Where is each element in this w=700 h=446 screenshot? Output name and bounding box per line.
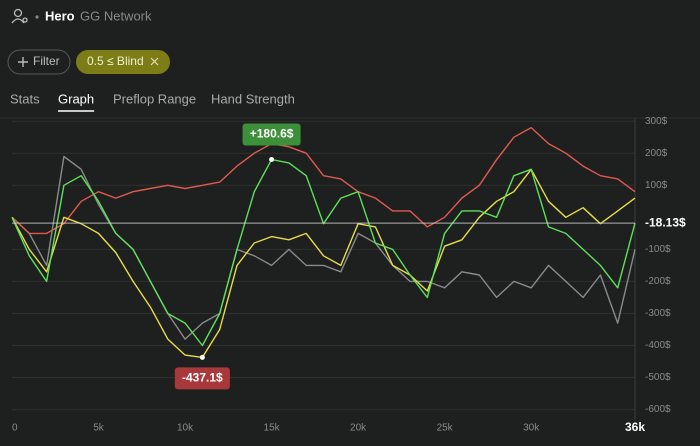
- extreme-dot: [269, 156, 275, 162]
- series-line: [11, 158, 636, 347]
- extreme-dot: [199, 354, 205, 360]
- x-tick-label: 5k: [93, 423, 105, 434]
- x-tick-label: 15k: [264, 423, 281, 434]
- chip-label[interactable]: 0.5 ≤ Blind: [87, 54, 144, 68]
- y-tick-label: -400$: [645, 340, 671, 351]
- annotation-box: [242, 123, 301, 146]
- plot: 300$ 200$ 100$ -100$ -200$ -300$ -400$ -500$ -60…: [11, 116, 686, 434]
- annotation-label: +180.6$: [250, 127, 294, 141]
- tab[interactable]: Preflop Range: [113, 91, 196, 106]
- series-line: [11, 126, 636, 235]
- network: GG Network: [80, 8, 152, 23]
- x-tick-label: 20k: [350, 423, 367, 434]
- x-tick-label: 10k: [177, 423, 194, 434]
- y-tick-label: -500$: [645, 372, 671, 383]
- x-tick-label: 30k: [523, 423, 540, 434]
- tab[interactable]: Graph: [58, 91, 94, 106]
- y-tick-label: -600$: [645, 404, 671, 415]
- y-tick-label: 300$: [645, 116, 668, 127]
- current-label: -18.13$: [645, 215, 686, 229]
- hero-name: Hero: [45, 8, 75, 23]
- y-tick-label: -200$: [645, 276, 671, 287]
- annotation-box: [174, 367, 230, 390]
- filter-label[interactable]: Filter: [33, 54, 60, 68]
- y-tick-label: 200$: [645, 148, 668, 159]
- chip-bg[interactable]: [76, 50, 170, 74]
- y-tick-label: -100$: [645, 244, 671, 255]
- x-tick-label: 36k: [625, 420, 645, 434]
- filter-button[interactable]: Filter: [7, 49, 71, 75]
- tabs: Stats Graph Preflop Range Hand Strength: [10, 91, 295, 112]
- plus-icon: [18, 57, 28, 67]
- tab[interactable]: Stats: [10, 91, 40, 106]
- filter-button-bg[interactable]: [7, 49, 71, 75]
- y-tick-label: 100$: [645, 180, 668, 191]
- x-tick-label: 25k: [437, 423, 454, 434]
- user-icon: [11, 8, 28, 24]
- tab[interactable]: Hand Strength: [211, 91, 295, 106]
- annotation-label: -437.1$: [182, 371, 223, 385]
- y-tick-label: -300$: [645, 308, 671, 319]
- chip-close[interactable]: [150, 57, 159, 66]
- filter-chip[interactable]: 0.5 ≤ Blind: [76, 50, 170, 74]
- x-tick-label: 0: [12, 423, 18, 434]
- dot: [35, 15, 39, 19]
